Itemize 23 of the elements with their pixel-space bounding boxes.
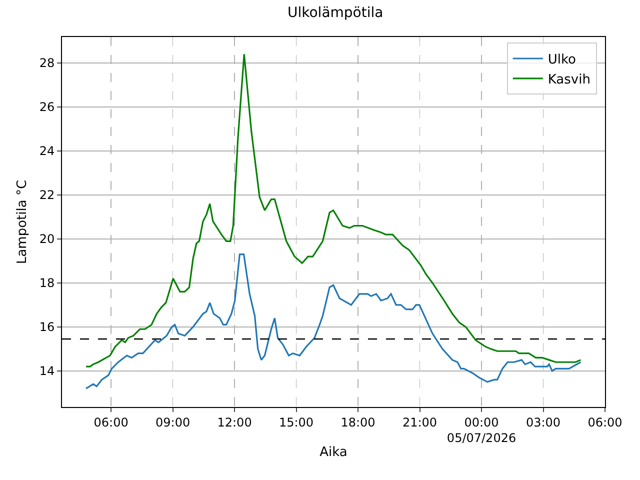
x-tick-label: 15:00: [278, 415, 314, 430]
y-tick-label: 26: [39, 100, 55, 114]
y-tick-label: 20: [39, 232, 55, 246]
y-tick-label: 24: [39, 144, 55, 158]
x-axis-title: Aika: [320, 445, 348, 460]
y-tick-label: 18: [39, 276, 55, 290]
legend-label: Kasvih: [548, 72, 590, 88]
x-tick-label: 00:00 05/07/2026: [446, 415, 516, 445]
x-tick-label: 06:00: [588, 415, 622, 430]
y-tick-label: 28: [39, 56, 55, 70]
y-axis-title: Lampotila °C: [15, 180, 30, 264]
chart-title: Ulkolämpötila: [288, 5, 384, 21]
y-tick-label: 14: [39, 364, 55, 378]
x-tick-label: 12:00: [217, 415, 252, 430]
legend-label: Ulko: [548, 52, 576, 68]
x-tick-label: 03:00: [526, 415, 561, 430]
y-tick-label: 22: [39, 188, 55, 202]
x-tick-label: 09:00: [156, 415, 190, 430]
x-tick-label: 21:00: [402, 415, 438, 430]
x-tick-label: 18:00: [340, 415, 376, 430]
y-tick-label: 16: [39, 320, 55, 334]
x-tick-label: 06:00: [94, 415, 128, 430]
line-series: [85, 254, 582, 390]
